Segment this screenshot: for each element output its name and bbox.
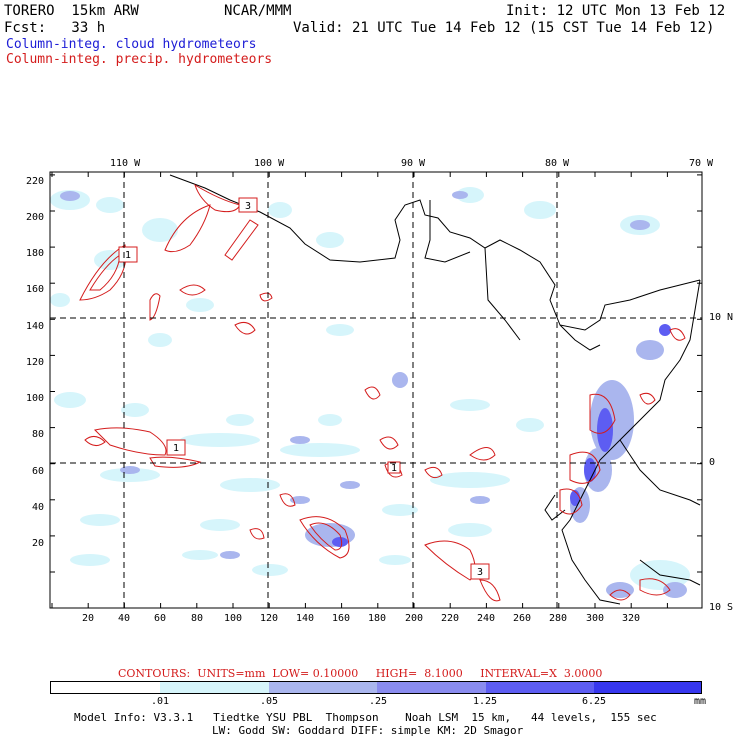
x-tick-label: 160 — [332, 613, 351, 624]
contour-labels: 1 1 3 3 1 — [118, 197, 490, 580]
contour-label: 3 — [245, 201, 251, 212]
coastlines — [169, 174, 701, 605]
x-tick-label: 60 — [154, 613, 167, 624]
colorbar-label: .05 — [260, 696, 279, 707]
init-time: Init: 12 UTC Mon 13 Feb 12 — [506, 3, 726, 19]
y-tick-label: 200 — [26, 212, 45, 223]
x-tick-label: 200 — [405, 613, 424, 624]
colorbar-label: .25 — [369, 696, 388, 707]
contour-label: 1 — [391, 463, 397, 474]
forecast-hour: Fcst: 33 h — [4, 20, 106, 36]
contour-label-box — [387, 461, 401, 474]
lon-label: 110 W — [110, 158, 141, 169]
valid-time: Valid: 21 UTC Tue 14 Feb 12 (15 CST Tue … — [293, 20, 715, 36]
y-tick-label: 160 — [26, 284, 45, 295]
map-frame — [49, 171, 703, 609]
contour-label-box — [118, 246, 138, 263]
colorbar-label: 1.25 — [473, 696, 498, 707]
contour-label: 1 — [125, 250, 131, 261]
lat-label: 10 N — [709, 312, 734, 323]
colorbar-bin — [486, 682, 594, 693]
y-tick-label: 180 — [26, 248, 45, 259]
x-tick-label: 20 — [82, 613, 95, 624]
y-tick-label: 140 — [26, 321, 45, 332]
axis-ticks — [50, 172, 702, 608]
colorbar-unit: mm — [694, 696, 707, 707]
x-tick-label: 280 — [549, 613, 568, 624]
x-tick-label: 240 — [477, 613, 496, 624]
field-precip-label: Column-integ. precip. hydrometeors — [6, 52, 273, 67]
y-tick-label: 20 — [32, 538, 45, 549]
y-tick-label: 220 — [26, 176, 45, 187]
y-tick-label: 120 — [26, 357, 45, 368]
x-tick-label: 220 — [441, 613, 460, 624]
colorbar — [50, 681, 702, 694]
y-tick-label: 40 — [32, 502, 45, 513]
model-info: Model Info: V3.3.1 Tiedtke YSU PBL Thomp… — [74, 711, 657, 724]
colorbar-bin — [377, 682, 486, 693]
contours-info: CONTOURS: UNITS=mm LOW= 0.10000 HIGH= 8.… — [118, 667, 603, 680]
field-cloud-label: Column-integ. cloud hydrometeors — [6, 37, 257, 52]
colorbar-bin — [269, 682, 377, 693]
contour-label-box — [238, 197, 258, 213]
x-tick-label: 100 — [224, 613, 243, 624]
x-tick-label: 40 — [118, 613, 131, 624]
contour-label-box — [470, 563, 490, 580]
contour-label: 3 — [477, 567, 483, 578]
lat-label: 0 — [709, 457, 716, 468]
y-tick-label: 80 — [32, 429, 45, 440]
lon-label: 70 W — [689, 158, 714, 169]
x-tick-label: 180 — [368, 613, 387, 624]
colorbar-bin — [160, 682, 269, 693]
lon-label: 80 W — [545, 158, 570, 169]
colorbar-label: .01 — [151, 696, 170, 707]
x-tick-label: 260 — [513, 613, 532, 624]
colorbar-bin — [594, 682, 701, 693]
lon-label: 100 W — [254, 158, 285, 169]
x-tick-label: 120 — [260, 613, 279, 624]
contour-label-box — [166, 439, 186, 456]
x-tick-label: 320 — [622, 613, 641, 624]
x-tick-label: 300 — [586, 613, 605, 624]
precip-contours — [79, 183, 686, 602]
model-title: TORERO 15km ARW — [4, 3, 139, 19]
colorbar-bin — [51, 682, 160, 693]
contour-label: 1 — [173, 443, 179, 454]
y-tick-label: 100 — [26, 393, 45, 404]
physics-info: LW: Godd SW: Goddard DIFF: simple KM: 2D… — [212, 724, 524, 737]
latlon-grid — [50, 172, 702, 608]
y-tick-label: 60 — [32, 466, 45, 477]
x-tick-label: 140 — [296, 613, 315, 624]
lat-label: 10 S — [709, 602, 734, 613]
cloud-shading — [50, 187, 690, 598]
organization-label: NCAR/MMM — [224, 3, 292, 19]
colorbar-label: 6.25 — [582, 696, 607, 707]
x-tick-label: 80 — [191, 613, 204, 624]
lon-label: 90 W — [401, 158, 426, 169]
